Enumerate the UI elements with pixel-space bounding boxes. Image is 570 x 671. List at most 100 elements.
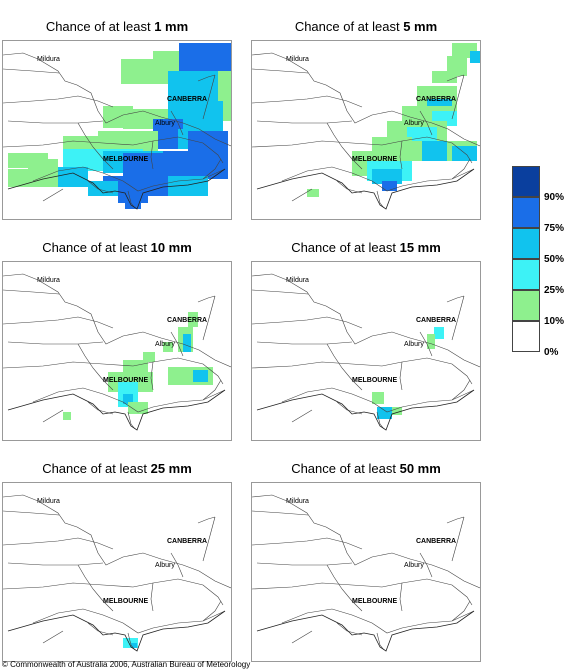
region-border [451, 600, 471, 622]
region-border [252, 289, 309, 295]
legend-swatch-90 [512, 166, 540, 197]
region-border [281, 166, 475, 192]
city-label-albury: Albury [404, 120, 424, 127]
region-border [326, 343, 363, 391]
legend-label: 50% [544, 254, 565, 265]
color-legend: 90% 75% 50% 25% 10% 0% [512, 166, 570, 358]
region-border [252, 140, 383, 148]
panel-5mm: Chance of at least 5 mm Mildura CANBERRA A… [251, 17, 481, 222]
city-label-canberra: CANBERRA [167, 538, 207, 545]
legend-swatch-75 [512, 197, 540, 228]
rain-cell [377, 407, 392, 419]
coastline [256, 168, 475, 210]
region-border [399, 361, 403, 391]
region-border [3, 316, 114, 329]
city-label-canberra: CANBERRA [167, 317, 207, 324]
panel-title: Chance of at least 1 mm [45, 19, 189, 34]
region-border [3, 273, 231, 368]
region-border [202, 158, 222, 180]
city-label-canberra: CANBERRA [167, 96, 207, 103]
region-border [381, 357, 473, 385]
panel-50mm: Chance of at least 50 mm Mildura CANBERRA… [251, 459, 481, 664]
region-border [3, 537, 114, 550]
region-border [170, 552, 184, 578]
map-25mm: Mildura CANBERRA Albury MELBOURNE [2, 482, 232, 662]
region-border [419, 331, 433, 357]
city-label-albury: Albury [155, 120, 175, 127]
legend-swatch-50 [512, 228, 540, 259]
region-border [399, 140, 403, 170]
region-border [451, 158, 471, 180]
region-border [42, 188, 64, 202]
city-label-melbourne: MELBOURNE [352, 598, 397, 605]
region-border [252, 273, 480, 368]
region-border [77, 122, 114, 170]
city-label-melbourne: MELBOURNE [103, 377, 148, 384]
rain-cell [392, 407, 402, 415]
rain-cell [131, 643, 137, 648]
map-svg: Mildura CANBERRA Albury MELBOURNE [3, 494, 231, 652]
map-10mm: Mildura CANBERRA Albury MELBOURNE [2, 261, 232, 441]
region-border [202, 379, 222, 401]
legend-swatch-0 [512, 321, 540, 352]
region-border [252, 537, 363, 550]
map-15mm: Mildura CANBERRA Albury MELBOURNE [251, 261, 481, 441]
copyright-notice: © Commonwealth of Australia 2006, Austra… [2, 660, 251, 669]
region-border [132, 136, 224, 164]
legend-label: 90% [544, 192, 565, 203]
panel-title: Chance of at least 5 mm [294, 19, 438, 34]
region-border [150, 582, 154, 612]
region-border [3, 361, 134, 369]
panel-1mm: Chance of at least 1 mm Mildura CANBERRA A… [2, 17, 232, 222]
rain-cell [372, 392, 384, 404]
coastline [7, 389, 226, 431]
rain-cell [98, 131, 158, 151]
city-label-canberra: CANBERRA [416, 96, 456, 103]
region-border [202, 295, 216, 341]
region-border [326, 122, 363, 170]
rain-cell [183, 334, 191, 352]
city-label-albury: Albury [404, 562, 424, 569]
coastline [7, 168, 226, 210]
region-border [32, 608, 226, 634]
region-border [419, 552, 433, 578]
region-border [252, 510, 309, 516]
region-border [3, 140, 134, 148]
panel-25mm: Chance of at least 25 mm Mildura CANBERRA… [2, 459, 232, 664]
rain-cell [125, 201, 141, 209]
region-border [446, 516, 465, 524]
map-5mm: Mildura CANBERRA Albury MELBOURNE [251, 40, 481, 220]
region-border [3, 52, 231, 147]
legend-label: 0% [544, 347, 559, 358]
region-border [419, 110, 433, 136]
rain-cell [58, 167, 88, 187]
region-border [451, 295, 465, 341]
region-border [3, 510, 60, 516]
legend-label: 75% [544, 223, 565, 234]
region-border [7, 341, 104, 345]
region-border [336, 401, 363, 415]
map-svg: Mildura CANBERRA Albury MELBOURNE [252, 494, 480, 652]
city-label-mildura: Mildura [286, 498, 309, 505]
region-border [7, 562, 104, 566]
region-border [256, 562, 353, 566]
region-border [87, 401, 114, 415]
region-border [170, 331, 184, 357]
rain-cell [128, 402, 148, 414]
panel-title: Chance of at least 50 mm [291, 461, 441, 476]
region-border [451, 379, 471, 401]
region-border [381, 578, 473, 606]
rain-cell [372, 169, 402, 184]
city-label-albury: Albury [155, 562, 175, 569]
rain-cell [422, 141, 447, 161]
rain-cell [307, 189, 319, 197]
region-border [451, 516, 465, 562]
city-label-albury: Albury [155, 341, 175, 348]
region-border [132, 578, 224, 606]
city-label-mildura: Mildura [37, 498, 60, 505]
region-border [336, 180, 363, 194]
city-label-mildura: Mildura [286, 56, 309, 63]
region-border [252, 68, 309, 74]
city-label-mildura: Mildura [286, 277, 309, 284]
region-border [381, 136, 473, 164]
